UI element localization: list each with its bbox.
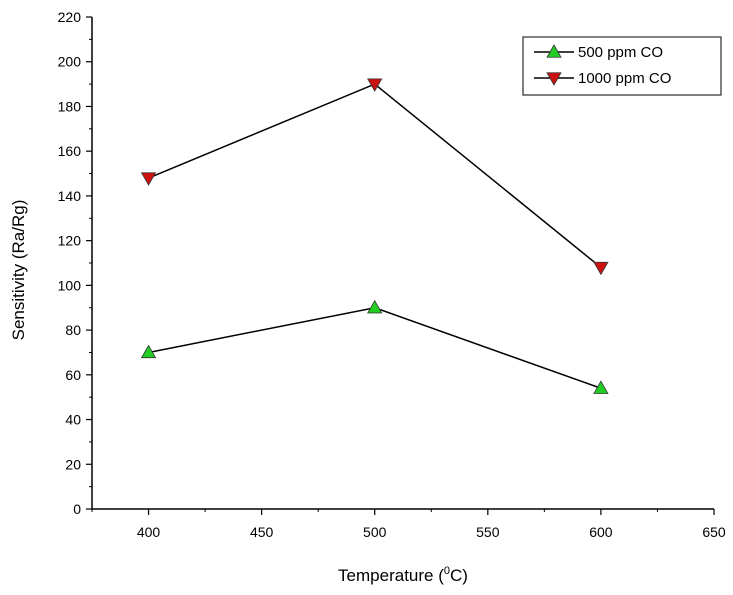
data-point — [367, 78, 383, 92]
data-point — [140, 172, 157, 186]
legend-label: 500 ppm CO — [578, 44, 663, 61]
legend-label: 1000 ppm CO — [578, 70, 671, 87]
y-tick-label: 40 — [65, 412, 81, 428]
y-tick-label: 140 — [58, 188, 82, 204]
y-axis-title: Sensitivity (Ra/Rg) — [9, 200, 28, 341]
y-tick-label: 80 — [65, 322, 81, 338]
x-axis-title-superscript: 0 — [444, 565, 450, 577]
y-tick-label: 100 — [58, 277, 82, 293]
data-point — [367, 299, 383, 314]
legend: 500 ppm CO 1000 ppm CO — [522, 36, 722, 96]
x-tick-label: 400 — [137, 524, 161, 540]
data-point — [593, 380, 609, 394]
series-layer — [140, 78, 609, 394]
y-axis: 0 20 40 60 80 100 120 140 160 180 200 220 — [58, 9, 92, 517]
series-0 — [140, 299, 609, 394]
series-line — [148, 306, 602, 389]
x-tick-label: 650 — [702, 524, 726, 540]
x-axis-title-prefix: Temperature ( — [338, 566, 444, 585]
x-tick-label: 500 — [363, 524, 387, 540]
series-line — [148, 83, 602, 269]
series-1 — [140, 78, 609, 276]
x-tick-label: 450 — [250, 524, 274, 540]
x-axis-title-suffix: C) — [450, 566, 468, 585]
data-point — [593, 261, 609, 276]
y-tick-label: 220 — [58, 9, 82, 25]
data-point — [140, 344, 157, 359]
y-tick-label: 20 — [65, 456, 81, 472]
y-tick-label: 200 — [58, 54, 82, 70]
legend-marker — [546, 72, 562, 86]
y-tick-label: 0 — [73, 501, 81, 517]
legend-marker — [546, 44, 562, 58]
x-tick-label: 600 — [589, 524, 613, 540]
y-tick-label: 180 — [58, 98, 82, 114]
x-axis: 400 450 500 550 600 650 — [91, 509, 726, 540]
legend-box — [522, 36, 722, 96]
x-axis-title: Temperature (0C) — [338, 565, 468, 585]
y-tick-label: 60 — [65, 367, 81, 383]
y-tick-label: 160 — [58, 143, 82, 159]
x-tick-label: 550 — [476, 524, 500, 540]
y-tick-label: 120 — [58, 233, 82, 249]
